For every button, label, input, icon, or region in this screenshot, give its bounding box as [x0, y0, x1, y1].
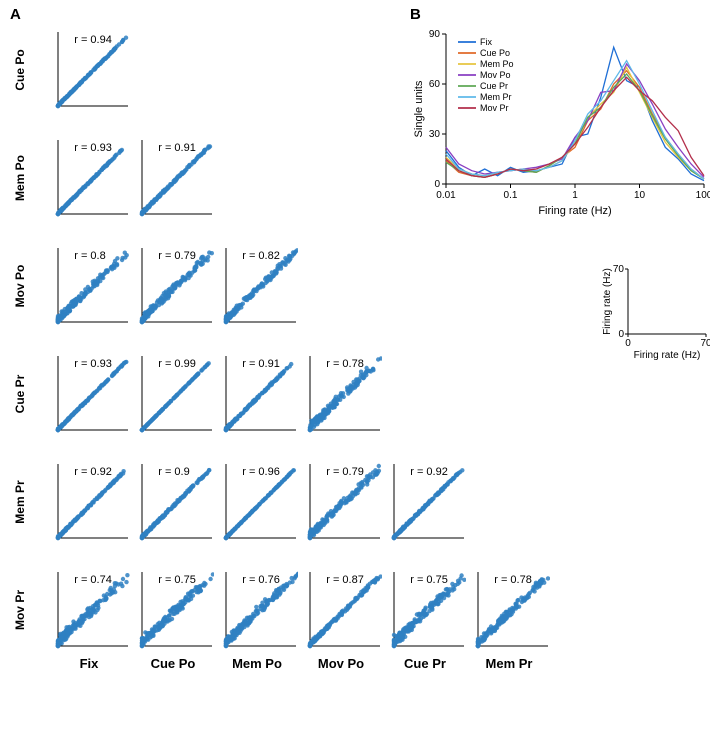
svg-text:r = 0.76: r = 0.76	[242, 574, 280, 586]
svg-text:r = 0.93: r = 0.93	[74, 142, 112, 154]
svg-text:0: 0	[618, 329, 624, 340]
scatter-cell: r = 0.92	[384, 462, 466, 544]
svg-text:30: 30	[429, 129, 441, 140]
scatter-cell: r = 0.94	[48, 30, 130, 112]
scatter-cell: r = 0.91	[132, 138, 214, 220]
svg-text:0: 0	[434, 179, 440, 190]
scatter-cell: r = 0.9	[132, 462, 214, 544]
svg-text:r = 0.91: r = 0.91	[158, 142, 196, 154]
row-label: Cue Po	[13, 40, 27, 100]
scatter-cell: r = 0.75	[384, 570, 466, 652]
svg-text:90: 90	[429, 29, 441, 40]
scatter-cell: r = 0.76	[216, 570, 298, 652]
scatter-cell: r = 0.79	[300, 462, 382, 544]
svg-text:Cue Po: Cue Po	[480, 48, 510, 58]
svg-text:r = 0.94: r = 0.94	[74, 34, 112, 46]
svg-text:r = 0.91: r = 0.91	[242, 358, 280, 370]
svg-text:Cue Pr: Cue Pr	[480, 81, 508, 91]
scatter-cell: r = 0.93	[48, 138, 130, 220]
svg-text:0.01: 0.01	[436, 190, 456, 201]
svg-text:Firing rate (Hz): Firing rate (Hz)	[538, 205, 611, 217]
svg-text:60: 60	[429, 79, 441, 90]
svg-text:r = 0.99: r = 0.99	[158, 358, 196, 370]
scatter-cell: r = 0.75	[132, 570, 214, 652]
svg-text:10: 10	[634, 190, 646, 201]
col-label: Cue Pr	[385, 656, 465, 671]
svg-text:Mov Po: Mov Po	[480, 70, 511, 80]
scatter-cell: r = 0.93	[48, 354, 130, 436]
scatter-cell: r = 0.8	[48, 246, 130, 328]
col-label: Mem Po	[217, 656, 297, 671]
scatter-cell: r = 0.78	[300, 354, 382, 436]
svg-text:100: 100	[696, 190, 710, 201]
svg-text:1: 1	[572, 190, 578, 201]
svg-text:Fix: Fix	[480, 37, 492, 47]
figure-root: A B Cue Por = 0.94Mem Por = 0.93r = 0.91…	[10, 10, 716, 738]
svg-text:r = 0.78: r = 0.78	[494, 574, 532, 586]
svg-text:r = 0.93: r = 0.93	[74, 358, 112, 370]
svg-text:r = 0.96: r = 0.96	[242, 466, 280, 478]
svg-text:r = 0.75: r = 0.75	[158, 574, 196, 586]
panel-b-label: B	[410, 6, 421, 23]
svg-text:Firing rate (Hz): Firing rate (Hz)	[634, 350, 701, 360]
row-label: Mem Po	[13, 148, 27, 208]
svg-text:Mem Po: Mem Po	[480, 59, 514, 69]
scatter-cell: r = 0.79	[132, 246, 214, 328]
svg-text:Mov Pr: Mov Pr	[480, 103, 509, 113]
svg-text:r = 0.75: r = 0.75	[410, 574, 448, 586]
row-label: Mem Pr	[13, 472, 27, 532]
svg-text:70: 70	[613, 265, 625, 275]
row-label: Cue Pr	[13, 364, 27, 424]
col-label: Mem Pr	[469, 656, 549, 671]
scatter-cell: r = 0.78	[468, 570, 550, 652]
scatter-cell: r = 0.87	[300, 570, 382, 652]
row-label: Mov Po	[13, 256, 27, 316]
scatter-cell: r = 0.82	[216, 246, 298, 328]
scatter-axis-inset: 070070Firing rate (Hz)Firing rate (Hz)	[600, 265, 710, 365]
scatter-cell: r = 0.74	[48, 570, 130, 652]
svg-text:r = 0.82: r = 0.82	[242, 250, 280, 262]
scatter-cell: r = 0.96	[216, 462, 298, 544]
svg-text:Single units: Single units	[413, 80, 425, 137]
scatter-cell: r = 0.99	[132, 354, 214, 436]
svg-text:70: 70	[700, 338, 710, 349]
firing-rate-histogram: 0 30 60 90 0.01 0.1 1 10 100 Single units Firing r…	[410, 28, 710, 223]
svg-text:Firing rate (Hz): Firing rate (Hz)	[602, 268, 613, 335]
scatter-cell: r = 0.91	[216, 354, 298, 436]
col-label: Fix	[49, 656, 129, 671]
svg-text:0: 0	[625, 338, 631, 349]
svg-text:r = 0.79: r = 0.79	[158, 250, 196, 262]
svg-text:r = 0.92: r = 0.92	[74, 466, 112, 478]
scatter-cell: r = 0.92	[48, 462, 130, 544]
svg-text:r = 0.78: r = 0.78	[326, 358, 364, 370]
panel-a-label: A	[10, 6, 21, 23]
svg-text:Mem Pr: Mem Pr	[480, 92, 512, 102]
col-label: Mov Po	[301, 656, 381, 671]
svg-text:r = 0.92: r = 0.92	[410, 466, 448, 478]
svg-text:r = 0.9: r = 0.9	[158, 466, 189, 478]
row-label: Mov Pr	[13, 580, 27, 640]
svg-text:0.1: 0.1	[504, 190, 518, 201]
svg-text:r = 0.74: r = 0.74	[74, 574, 112, 586]
svg-text:r = 0.87: r = 0.87	[326, 574, 364, 586]
svg-text:r = 0.8: r = 0.8	[74, 250, 106, 262]
col-label: Cue Po	[133, 656, 213, 671]
svg-text:r = 0.79: r = 0.79	[326, 466, 364, 478]
